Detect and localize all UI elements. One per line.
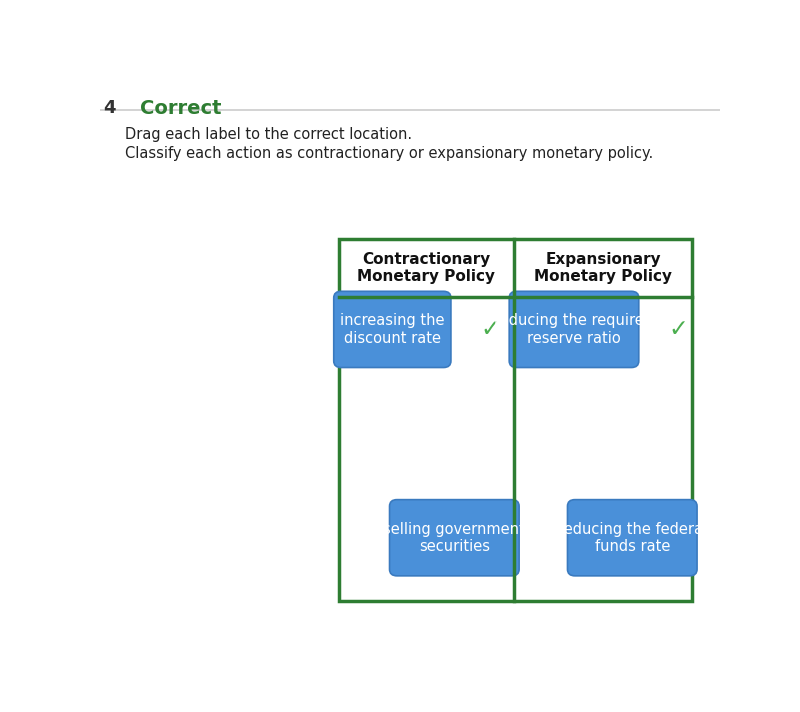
Text: Expansionary
Monetary Policy: Expansionary Monetary Policy xyxy=(534,251,672,284)
Text: Correct: Correct xyxy=(140,99,222,118)
Text: Contractionary
Monetary Policy: Contractionary Monetary Policy xyxy=(358,251,495,284)
FancyBboxPatch shape xyxy=(390,500,519,576)
FancyBboxPatch shape xyxy=(510,291,638,367)
Text: increasing the
discount rate: increasing the discount rate xyxy=(340,313,445,345)
Text: reducing the required
reserve ratio: reducing the required reserve ratio xyxy=(494,313,654,345)
Text: 4: 4 xyxy=(103,99,115,117)
FancyBboxPatch shape xyxy=(334,291,451,367)
Text: selling government
securities: selling government securities xyxy=(383,521,526,554)
FancyBboxPatch shape xyxy=(567,500,697,576)
Text: reducing the federal
funds rate: reducing the federal funds rate xyxy=(558,521,707,554)
Text: Drag each label to the correct location.: Drag each label to the correct location. xyxy=(125,127,412,142)
Text: Classify each action as contractionary or expansionary monetary policy.: Classify each action as contractionary o… xyxy=(125,146,653,161)
Text: ✓: ✓ xyxy=(669,318,688,342)
FancyBboxPatch shape xyxy=(338,239,692,601)
Text: ✓: ✓ xyxy=(481,318,501,342)
